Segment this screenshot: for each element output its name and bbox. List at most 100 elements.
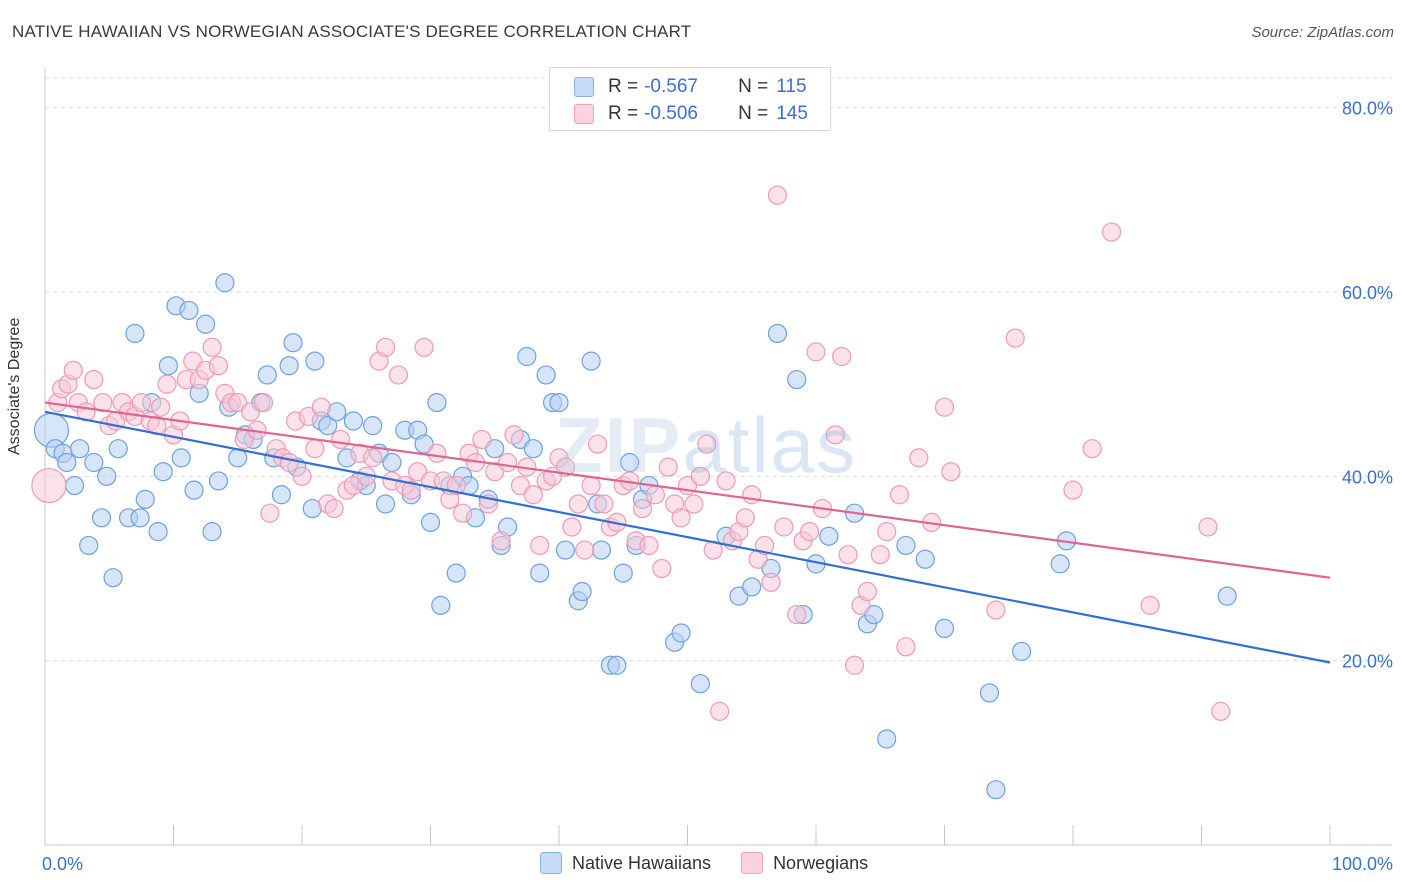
data-point [148,522,168,542]
legend-label: Native Hawaiians [572,852,712,873]
data-point [63,360,83,380]
data-point [767,323,788,344]
data-point [498,452,518,473]
data-point [453,503,473,523]
data-point [877,729,897,749]
data-point [844,655,865,675]
data-point [131,392,151,413]
data-point [130,508,150,528]
data-point [196,314,216,334]
data-point [825,425,845,445]
data-point [710,701,730,721]
watermark: ZIPatlas [555,401,858,489]
data-point [311,397,331,417]
data-point [774,517,794,537]
data-point [517,346,537,367]
data-point [735,508,755,528]
data-point [202,337,222,357]
data-point [472,429,492,450]
data-point [1050,554,1070,574]
data-point [135,489,155,509]
data-point [986,780,1006,800]
trend-line [44,401,1331,579]
data-point [838,545,858,565]
data-point [108,439,128,459]
legend-row-norwegians: R = -0.506 N = 145 [574,102,808,126]
n-value: 145 [776,103,808,124]
data-point [536,365,556,385]
data-point [523,439,543,459]
data-point [184,480,204,500]
y-tick-label: 80.0% [1342,99,1393,119]
data-point [93,392,113,413]
data-point [202,522,222,542]
data-point [857,581,878,602]
legend-swatch-native-hawaiians [574,77,594,97]
data-point [671,508,691,528]
trend-lines [44,401,1331,664]
data-point [91,508,112,528]
legend-swatch-norwegians [574,104,594,124]
data-point [271,485,292,505]
data-point [530,563,550,583]
data-point [832,346,852,367]
data-point [530,535,550,556]
y-axis-label: Associate's Degree [6,317,23,455]
y-tick-label: 60.0% [1342,283,1393,303]
data-point [549,392,569,413]
data-point [742,577,762,597]
legend-item-norwegians[interactable]: Norwegians [741,852,868,874]
r-label: R = [608,103,639,124]
legend-swatch-native-hawaiians [540,852,562,874]
data-point [1217,586,1237,606]
data-point [934,397,955,417]
data-point [568,494,588,514]
data-point [684,494,704,514]
data-point [591,540,612,560]
data-point [896,637,916,657]
data-point [401,480,421,500]
data-point [915,549,935,569]
data-point [446,563,466,583]
data-point [581,351,601,371]
data-point [414,337,434,357]
data-point [375,337,396,357]
data-point [754,535,775,556]
data-point [1063,480,1083,500]
data-point [632,498,653,519]
data-point [125,323,145,344]
data-point [70,439,90,459]
r-label: R = [608,76,639,97]
x-tick-label: 0.0% [42,854,83,874]
data-point [97,466,117,486]
gridlines [45,77,1392,662]
data-point [934,618,955,639]
data-point [870,545,890,565]
data-point [523,485,543,505]
data-point [504,425,524,445]
series-legend: Native Hawaiians Norwegians [540,852,898,874]
data-point [716,471,736,491]
data-point [1211,701,1231,721]
data-point [941,462,961,482]
data-point [607,655,627,675]
stats-legend: R = -0.567 N = 115 R = -0.506 N = 145 [549,67,831,131]
data-point [562,517,582,537]
data-point [787,369,807,390]
legend-item-native-hawaiians[interactable]: Native Hawaiians [540,852,711,874]
data-point [431,595,451,615]
data-point [363,448,383,468]
data-point [343,411,363,431]
data-point [799,522,820,542]
data-point [806,342,826,362]
data-point [292,466,312,486]
data-point [594,494,614,514]
tick-labels: 20.0% 40.0% 60.0% 80.0% 0.0% 100.0% [42,99,1393,874]
legend-swatch-norwegians [741,852,764,874]
data-point [889,485,910,505]
legend-label: Norwegians [773,852,869,873]
n-value: 115 [776,76,807,97]
data-point [375,494,396,514]
data-point [305,351,325,371]
